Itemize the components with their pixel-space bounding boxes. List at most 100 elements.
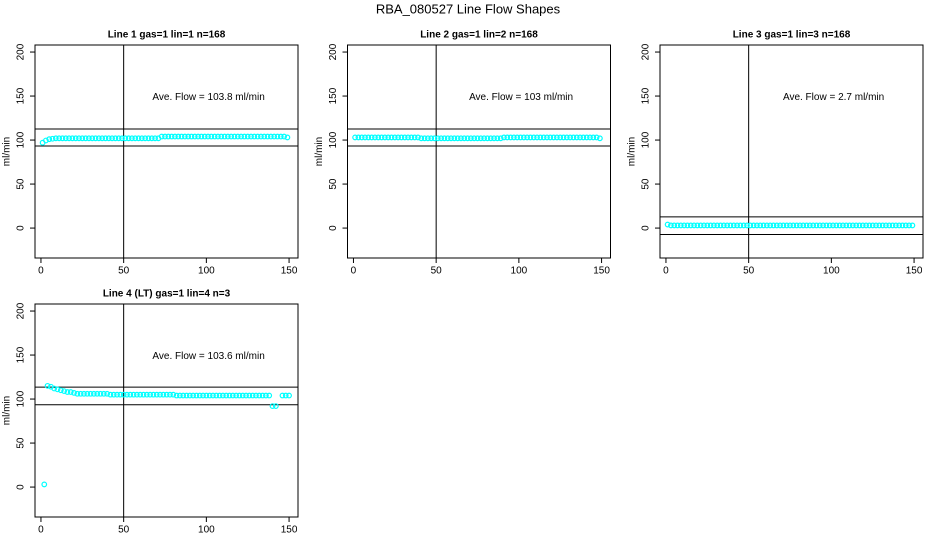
point [757, 222, 764, 229]
y-tick-label: 200 [641, 43, 652, 60]
y-tick-label: 100 [328, 131, 339, 148]
point [563, 134, 570, 141]
point [487, 135, 494, 142]
point [163, 391, 170, 398]
point [205, 133, 211, 140]
point [886, 222, 893, 229]
y-tick-label: 50 [641, 178, 652, 190]
point [773, 222, 780, 229]
point [220, 392, 226, 399]
point [398, 134, 405, 141]
x-tick-label: 0 [663, 266, 669, 277]
point [231, 133, 238, 140]
point [859, 222, 866, 229]
point [173, 392, 180, 399]
point [777, 222, 783, 229]
point [744, 222, 750, 229]
point [517, 134, 524, 141]
point [41, 481, 48, 488]
figure-title: RBA_080527 Line Flow Shapes [376, 1, 561, 16]
y-tick-label: 100 [16, 131, 27, 148]
point [534, 134, 540, 141]
point [720, 222, 727, 229]
x-tick-label: 150 [281, 266, 298, 277]
point [165, 133, 172, 140]
y-tick-label: 0 [16, 484, 27, 490]
point [238, 133, 244, 140]
point [577, 134, 583, 141]
plot-frame [34, 44, 299, 259]
point [261, 133, 268, 140]
point [830, 222, 836, 229]
point [67, 389, 74, 395]
point [221, 133, 228, 140]
plot-area [660, 45, 923, 258]
point [258, 133, 264, 140]
point [836, 222, 843, 229]
point [540, 134, 547, 141]
point [544, 134, 550, 141]
panel: Line 4 (LT) gas=1 lin=4 n=3 0 50 100 150 0 50 1… [2, 289, 299, 536]
point [892, 222, 899, 229]
point [254, 133, 261, 140]
point [109, 135, 115, 142]
point [133, 391, 140, 398]
point [793, 222, 800, 229]
plot-area [35, 45, 298, 258]
x-tick-label: 100 [198, 525, 215, 536]
point [143, 391, 150, 398]
point [537, 134, 544, 141]
point [99, 135, 106, 142]
point [770, 222, 777, 229]
point [90, 390, 97, 397]
point [806, 222, 813, 229]
point [263, 392, 269, 399]
point [269, 403, 276, 409]
point [59, 135, 66, 142]
point [797, 222, 803, 229]
point [714, 222, 721, 229]
y-tick-label: 0 [16, 225, 27, 231]
point [391, 134, 398, 141]
point [694, 222, 701, 229]
y-axis-label: ml/min [314, 137, 325, 166]
point [471, 135, 478, 142]
y-tick-label: 100 [16, 390, 27, 407]
point [44, 382, 51, 389]
point [259, 392, 266, 399]
annotation: Ave. Flow = 103.6 ml/min [152, 351, 264, 362]
point [740, 222, 747, 229]
point [567, 134, 574, 141]
point [286, 392, 292, 399]
annotation: Ave. Flow = 2.7 ml/min [783, 92, 884, 103]
point [840, 222, 846, 229]
point [158, 133, 165, 140]
point [191, 133, 198, 140]
y-axis-label: ml/min [2, 137, 13, 166]
point [244, 133, 251, 140]
y-tick-label: 150 [16, 346, 27, 363]
point [43, 137, 49, 144]
point [135, 135, 142, 142]
panel: Line 3 gas=1 lin=3 n=168 0 50 100 150 0 50 100 1… [627, 30, 924, 277]
point [747, 222, 754, 229]
point [816, 222, 823, 229]
point [178, 133, 185, 140]
y-tick-label: 50 [328, 178, 339, 190]
point [79, 135, 86, 142]
point [668, 222, 674, 229]
point [763, 222, 770, 229]
point [195, 133, 201, 140]
point [176, 392, 183, 399]
point [132, 135, 139, 142]
point [863, 222, 869, 229]
plot-area [35, 304, 298, 517]
point [362, 134, 368, 141]
point [873, 222, 879, 229]
point [843, 222, 850, 229]
point [352, 134, 359, 141]
point [213, 392, 220, 399]
point [381, 134, 388, 141]
point [704, 222, 711, 229]
point [879, 222, 886, 229]
